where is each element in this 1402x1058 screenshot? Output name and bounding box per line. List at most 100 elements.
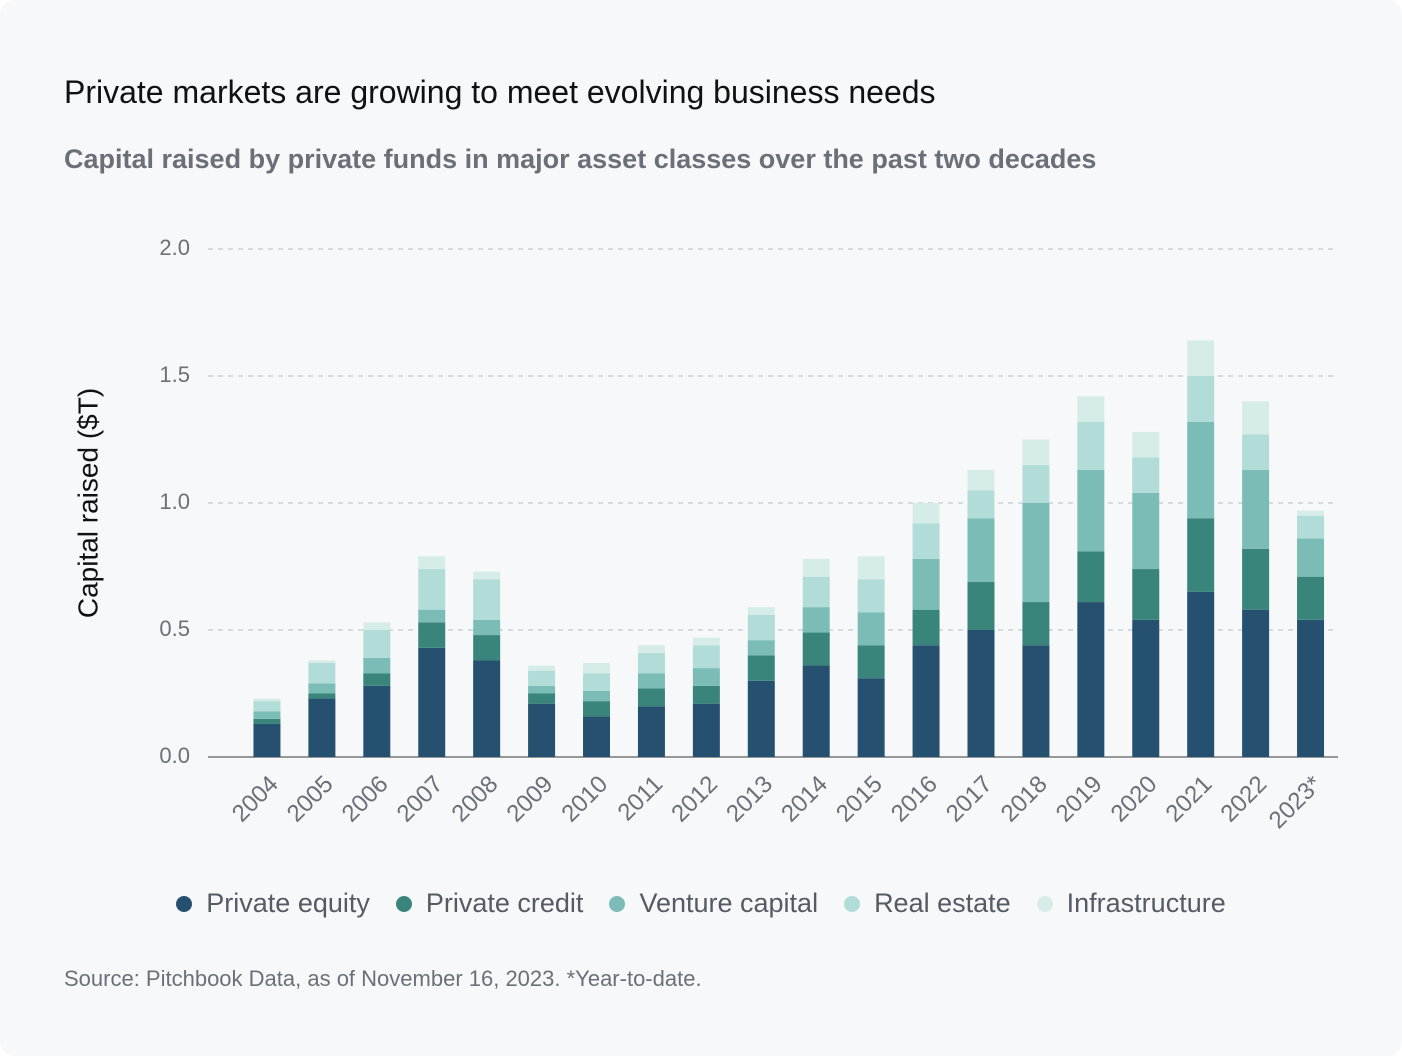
bar-segment	[1132, 457, 1160, 493]
bar-segment	[1297, 515, 1325, 539]
y-tick-label: 0.5	[159, 616, 190, 641]
x-tick-label: 2007	[392, 771, 449, 828]
bar-segment	[473, 660, 501, 757]
bar-segment	[1022, 602, 1050, 646]
bar-segment	[363, 622, 391, 630]
bar-segment	[747, 607, 775, 615]
bar-segment	[1297, 538, 1325, 577]
bar-segment	[1077, 602, 1105, 757]
bar-segment	[253, 701, 281, 712]
bar-segment	[418, 647, 446, 757]
bar-segment	[912, 645, 940, 757]
x-tick-label: 2013	[721, 771, 778, 828]
y-tick-label: 1.0	[159, 489, 190, 514]
x-tick-label: 2017	[941, 771, 998, 828]
bar-segment	[967, 469, 995, 491]
bar-segment	[308, 693, 336, 699]
chart-subtitle: Capital raised by private funds in major…	[64, 144, 1097, 174]
legend-swatch	[395, 895, 412, 912]
bar-segment	[637, 645, 665, 653]
bar-segment	[1187, 421, 1215, 519]
legend: Private equity Private credit Venture capi…	[0, 888, 1402, 919]
bar-segment	[857, 678, 885, 757]
bar-segment	[692, 703, 720, 757]
y-axis-label: Capital raised ($T)	[72, 388, 103, 618]
bar-segment	[747, 614, 775, 641]
x-tick-label: 2014	[776, 771, 833, 828]
bar-segment	[637, 673, 665, 689]
bar-segment	[1077, 551, 1105, 603]
y-tick-label: 1.5	[159, 362, 190, 387]
legend-label: Private credit	[425, 888, 584, 918]
legend-swatch	[1036, 895, 1053, 912]
bar-segment	[857, 579, 885, 613]
bar-segment	[528, 670, 556, 686]
bar-segment	[1022, 503, 1050, 603]
bar-segment	[692, 645, 720, 669]
bar-segment	[528, 665, 556, 671]
bar-segment	[253, 718, 281, 724]
x-tick-label: 2015	[831, 771, 888, 828]
chart-title: Private markets are growing to meet evol…	[64, 74, 936, 110]
bar-segment	[253, 711, 281, 719]
bar-segment	[802, 632, 830, 666]
bar-segment	[473, 635, 501, 661]
legend-item: Infrastructure	[1036, 888, 1226, 919]
bar-segment	[583, 690, 611, 702]
legend-item: Real estate	[844, 888, 1011, 919]
legend-label: Venture capital	[639, 888, 819, 918]
bar-segment	[308, 663, 336, 684]
x-tick-label: 2016	[886, 771, 943, 828]
x-tick-label: 2004	[227, 771, 284, 828]
bar-segment	[692, 637, 720, 646]
x-tick-label: 2008	[447, 771, 504, 828]
bar-segment	[1022, 464, 1050, 503]
bar-segment	[253, 723, 281, 757]
x-tick-label: 2023*	[1264, 771, 1327, 834]
bar-segment	[528, 703, 556, 757]
bar-segment	[473, 579, 501, 620]
bar-segment	[802, 665, 830, 757]
bar-segment	[1187, 591, 1215, 757]
bar-segment	[857, 645, 885, 679]
bar-segment	[1187, 340, 1215, 376]
bar-segment	[583, 673, 611, 691]
bar-segment	[1242, 401, 1270, 435]
bar-segment	[1187, 376, 1215, 422]
bar-segment	[528, 685, 556, 694]
bar-segment	[1297, 576, 1325, 620]
bar-segment	[967, 490, 995, 519]
bar-segment	[912, 609, 940, 646]
y-tick-label: 2.0	[159, 235, 190, 260]
x-tick-label: 2018	[996, 771, 1053, 828]
bar-segment	[967, 518, 995, 582]
bar-segment	[418, 556, 446, 570]
bar-segment	[802, 558, 830, 577]
legend-label: Infrastructure	[1066, 888, 1226, 918]
bar-segment	[1242, 609, 1270, 757]
bar-segment	[747, 655, 775, 681]
bar-segment	[637, 706, 665, 757]
bar-segment	[1022, 645, 1050, 757]
x-tick-label: 2012	[666, 771, 723, 828]
bar-segment	[418, 609, 446, 623]
bar-segment	[1187, 518, 1215, 592]
legend-item: Private credit	[395, 888, 584, 919]
x-tick-label: 2009	[501, 771, 558, 828]
bar-segment	[308, 660, 336, 664]
legend-item: Private equity	[176, 888, 370, 919]
bar-segment	[857, 556, 885, 580]
bar-segment	[253, 698, 281, 702]
legend-label: Private equity	[206, 888, 370, 918]
bar-segment	[363, 657, 391, 674]
bar-segment	[1132, 492, 1160, 570]
legend-label: Real estate	[874, 888, 1011, 918]
bar-segment	[637, 688, 665, 707]
legend-item: Venture capital	[609, 888, 818, 919]
x-tick-label: 2020	[1106, 771, 1163, 828]
bar-segment	[418, 569, 446, 610]
bar-segment	[912, 558, 940, 610]
